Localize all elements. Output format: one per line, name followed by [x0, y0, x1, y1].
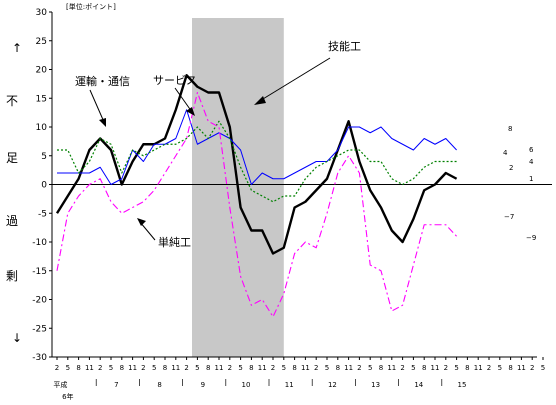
- x-tick-label: 11: [474, 364, 483, 372]
- end-label-1: 1: [529, 175, 533, 183]
- y-tick-label: -10: [32, 238, 47, 248]
- series-line-1: [57, 109, 457, 185]
- x-tick-label: 5: [152, 364, 156, 372]
- x-year-label: 12: [328, 381, 337, 389]
- y-word-kajo-2: 剰: [6, 269, 18, 283]
- x-tick-label: 8: [206, 364, 210, 372]
- end-label-minus9: −9: [526, 234, 536, 242]
- x-year-sublabel: 6年: [62, 392, 73, 401]
- end-label-2: 2: [509, 164, 513, 172]
- x-tick-label: 8: [292, 364, 296, 372]
- x-tick-label: 2: [98, 364, 102, 372]
- x-tick-label: 11: [387, 364, 396, 372]
- y-word-kajo-1: 過: [6, 214, 18, 228]
- x-tick-label: 2: [530, 364, 534, 372]
- y-tick-label: 15: [36, 94, 47, 104]
- x-tick-label: 11: [215, 364, 224, 372]
- x-year-label: 14: [414, 381, 423, 389]
- label-service: サービス: [153, 74, 197, 87]
- x-tick-label: 2: [314, 364, 318, 372]
- x-year-label: 平成: [53, 380, 67, 389]
- x-year-label: 8: [157, 381, 161, 389]
- y-tick-labels: 30 25 20 15 10 5 0 -5 -10 -15 -20 -25 -30: [32, 8, 52, 363]
- y-tick-label: -15: [32, 267, 47, 277]
- series-line-3: [56, 91, 458, 318]
- x-tick-label: 8: [422, 364, 426, 372]
- y-tick-label: 30: [36, 8, 48, 18]
- x-tick-label: 8: [249, 364, 253, 372]
- x-year-label: 10: [242, 381, 251, 389]
- x-tick-label: 11: [517, 364, 526, 372]
- y-tick-label: 0: [41, 181, 47, 191]
- x-year-label: 13: [371, 381, 380, 389]
- x-tick-label: 5: [498, 364, 502, 372]
- y-tick-label: 25: [36, 37, 47, 47]
- x-tick-label: 8: [120, 364, 124, 372]
- x-tick-label: 2: [141, 364, 145, 372]
- x-tick-label: 8: [163, 364, 167, 372]
- y-tick-label: 20: [36, 66, 48, 76]
- x-tick-label: 5: [411, 364, 415, 372]
- x-tick-label: 5: [195, 364, 199, 372]
- x-tick-label: 5: [282, 364, 286, 372]
- y-tick-label: 5: [41, 152, 47, 162]
- x-tick-label: 8: [76, 364, 80, 372]
- end-label-minus7: −7: [504, 213, 514, 221]
- y-word-fusoku-2: 足: [6, 151, 18, 165]
- label-unskilled: 単純工: [158, 235, 191, 249]
- y-tick-label: 10: [36, 123, 48, 133]
- series-lines: [55, 74, 458, 318]
- x-tick-label: 5: [541, 364, 545, 372]
- x-tick-label: 8: [508, 364, 512, 372]
- label-transport: 運輸・通信: [75, 74, 130, 88]
- y-tick-label: -30: [32, 353, 47, 363]
- x-tick-label: 11: [258, 364, 267, 372]
- y-tick-label: -5: [38, 209, 47, 219]
- end-label-6: 6: [529, 146, 534, 154]
- y-tick-label: -25: [32, 324, 47, 334]
- x-tick-label: 2: [271, 364, 275, 372]
- series-line-0: [55, 74, 458, 255]
- x-tick-label: 2: [228, 364, 232, 372]
- x-tick-labels: 2 5 8 11 2 5 8 11 2 5 8 11 2 5 8 11 2 5 8 11 2 5 8 11 2 5 8 11 2 5 8 11…: [53, 357, 545, 401]
- x-year-label: 15: [458, 381, 467, 389]
- x-tick-label: 2: [55, 364, 59, 372]
- x-tick-label: 2: [487, 364, 491, 372]
- x-tick-label: 5: [368, 364, 372, 372]
- x-tick-label: 2: [184, 364, 188, 372]
- x-tick-label: 2: [400, 364, 404, 372]
- y-word-down: ↓: [12, 331, 22, 345]
- x-tick-label: 5: [325, 364, 329, 372]
- x-tick-label: 11: [85, 364, 94, 372]
- x-tick-label: 11: [128, 364, 137, 372]
- end-label-4a: 4: [503, 149, 508, 157]
- x-tick-label: 8: [379, 364, 383, 372]
- x-tick-label: 8: [465, 364, 469, 372]
- y-word-up: ↑: [12, 41, 22, 55]
- x-tick-label: 11: [344, 364, 353, 372]
- x-tick-label: 5: [109, 364, 113, 372]
- y-word-fusoku-1: 不: [6, 94, 18, 108]
- label-skilled: 技能工: [328, 39, 361, 53]
- x-year-label: 11: [285, 381, 294, 389]
- y-tick-label: -20: [32, 296, 47, 306]
- end-label-service: 8: [508, 125, 512, 133]
- x-tick-label: 2: [444, 364, 448, 372]
- x-tick-label: 5: [66, 364, 70, 372]
- x-tick-label: 11: [171, 364, 180, 372]
- x-tick-label: 11: [431, 364, 440, 372]
- unit-note: [単位:ポイント]: [66, 2, 116, 11]
- end-label-4b: 4: [529, 158, 534, 166]
- x-tick-label: 8: [336, 364, 340, 372]
- x-year-label: 9: [201, 381, 205, 389]
- x-tick-label: 5: [238, 364, 242, 372]
- annotation-arrows: [89, 57, 331, 241]
- x-tick-label: 11: [301, 364, 310, 372]
- x-year-label: 7: [114, 381, 118, 389]
- series-line-2: [57, 120, 457, 203]
- x-tick-label: 2: [357, 364, 361, 372]
- x-tick-label: 5: [454, 364, 458, 372]
